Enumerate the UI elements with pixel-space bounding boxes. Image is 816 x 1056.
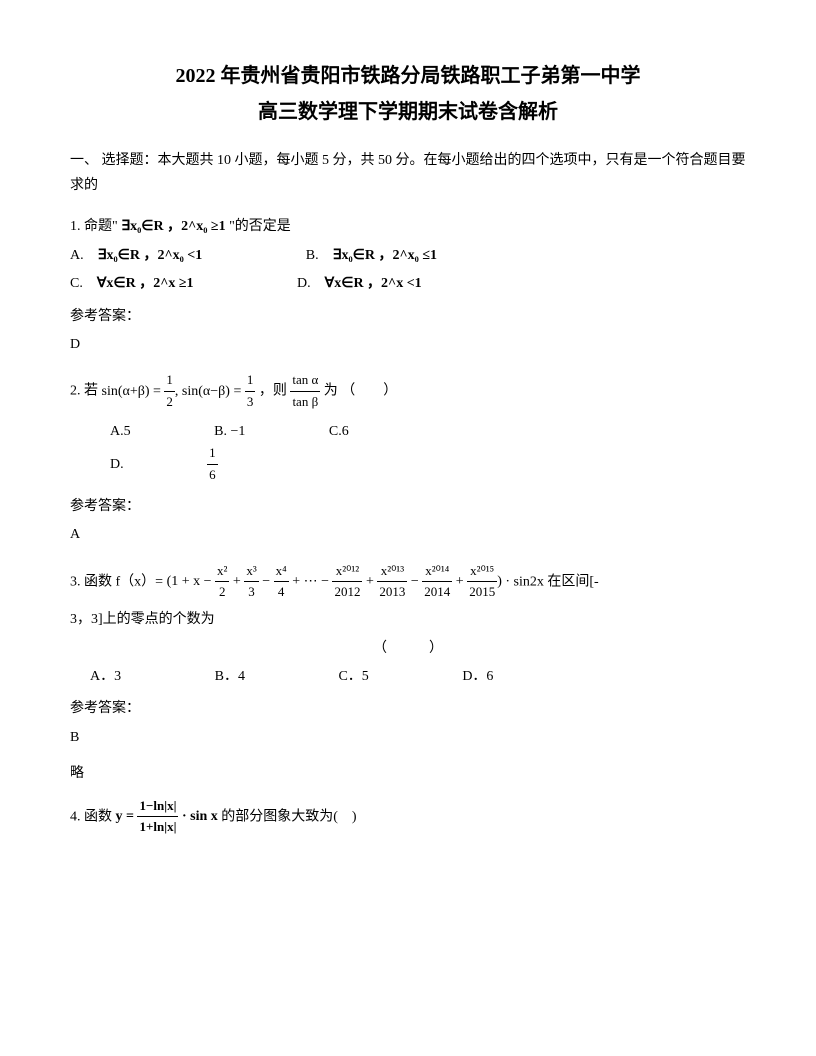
q4-suffix: 的部分图象大致为( ) <box>221 809 356 824</box>
q1-prefix: 1. 命题" <box>70 219 121 234</box>
q1-suffix: "的否定是 <box>229 219 291 234</box>
q3-optA: A．3 <box>90 666 121 688</box>
q2-optB: B. −1 <box>214 421 245 443</box>
section-header: 一、 选择题：本大题共 10 小题，每小题 5 分，共 50 分。在每小题给出的… <box>70 148 746 198</box>
q3-note: 略 <box>70 763 746 785</box>
q1-formula: ∃x₀∈R ，2^x₀ ≥1 <box>121 219 225 234</box>
q3-optC: C．5 <box>338 666 368 688</box>
q2-formula: sin(α+β) = 12, sin(α−β) = 13 <box>102 384 256 399</box>
q1-answer-label: 参考答案： <box>70 306 746 328</box>
q4-formula: y = 1−ln|x|1+ln|x| · sin x <box>116 809 218 824</box>
q3-answer: B <box>70 727 746 749</box>
q2-answer-label: 参考答案： <box>70 496 746 518</box>
q1-optD-formula: ∀x∈R ，2^x <1 <box>325 273 422 295</box>
q1-options-row1: A. ∃x₀∈R ，2^x₀ <1 B. ∃x₀∈R ，2^x₀ ≤1 <box>70 245 746 267</box>
q1-stem: 1. 命题" ∃x₀∈R ，2^x₀ ≥1 "的否定是 <box>70 216 746 238</box>
q2-ratio: tan αtan β <box>290 370 320 413</box>
q3-formula: (1 + x − x²2 + x³3 − x⁴4 + ⋯ − x²⁰¹²2012… <box>167 574 502 589</box>
q1-optB-formula: ∃x₀∈R ，2^x₀ ≤1 <box>333 245 437 267</box>
q1-optA: A. ∃x₀∈R ，2^x₀ <1 <box>70 245 252 267</box>
q2-answer: A <box>70 524 746 546</box>
q1-optC-formula: ∀x∈R ，2^x ≥1 <box>97 273 194 295</box>
q2-optA: A.5 <box>110 421 131 443</box>
doc-subtitle: 高三数学理下学期期末试卷含解析 <box>70 96 746 128</box>
q2-mid: ，则 <box>259 384 291 399</box>
q2-optD-den: 6 <box>207 465 218 486</box>
q3-stem: 3. 函数 f（x）= (1 + x − x²2 + x³3 − x⁴4 + ⋯… <box>70 561 746 604</box>
q2-suffix: 为 （ ） <box>324 384 398 399</box>
q4-prefix: 4. 函数 <box>70 809 116 824</box>
q3-optB: B．4 <box>215 666 245 688</box>
q2-optD-num: 1 <box>207 443 218 465</box>
q3-suffix: · sin2x 在区间[- <box>505 574 598 589</box>
q2-options: A.5 B. −1 C.6 D. 16 <box>110 421 746 486</box>
q3-paren: （ ） <box>70 638 746 660</box>
q3-options: A．3 B．4 C．5 D．6 <box>90 666 746 688</box>
q3-answer-label: 参考答案： <box>70 698 746 720</box>
q4-stem: 4. 函数 y = 1−ln|x|1+ln|x| · sin x 的部分图象大致… <box>70 796 746 839</box>
q2-optD: D. 16 <box>110 443 378 486</box>
q2-optD-prefix: D. <box>110 454 124 476</box>
q2-optC: C.6 <box>329 421 349 443</box>
q3-prefix: 3. 函数 f（x）= <box>70 574 167 589</box>
q1-optC: C. ∀x∈R ，2^x ≥1 <box>70 273 244 295</box>
q2-stem: 2. 若 sin(α+β) = 12, sin(α−β) = 13 ，则 tan… <box>70 370 746 413</box>
q1-answer: D <box>70 334 746 356</box>
q3-optD: D．6 <box>462 666 493 688</box>
doc-title: 2022 年贵州省贵阳市铁路分局铁路职工子弟第一中学 <box>70 60 746 92</box>
q2-prefix: 2. 若 <box>70 384 102 399</box>
q1-options-row2: C. ∀x∈R ，2^x ≥1 D. ∀x∈R ，2^x <1 <box>70 273 746 295</box>
q1-optA-formula: ∃x₀∈R ，2^x₀ <1 <box>98 245 203 267</box>
q1-optD: D. ∀x∈R ，2^x <1 <box>297 273 472 295</box>
q1-optB: B. ∃x₀∈R ，2^x₀ ≤1 <box>306 245 487 267</box>
q3-line2: 3，3]上的零点的个数为 <box>70 609 746 631</box>
